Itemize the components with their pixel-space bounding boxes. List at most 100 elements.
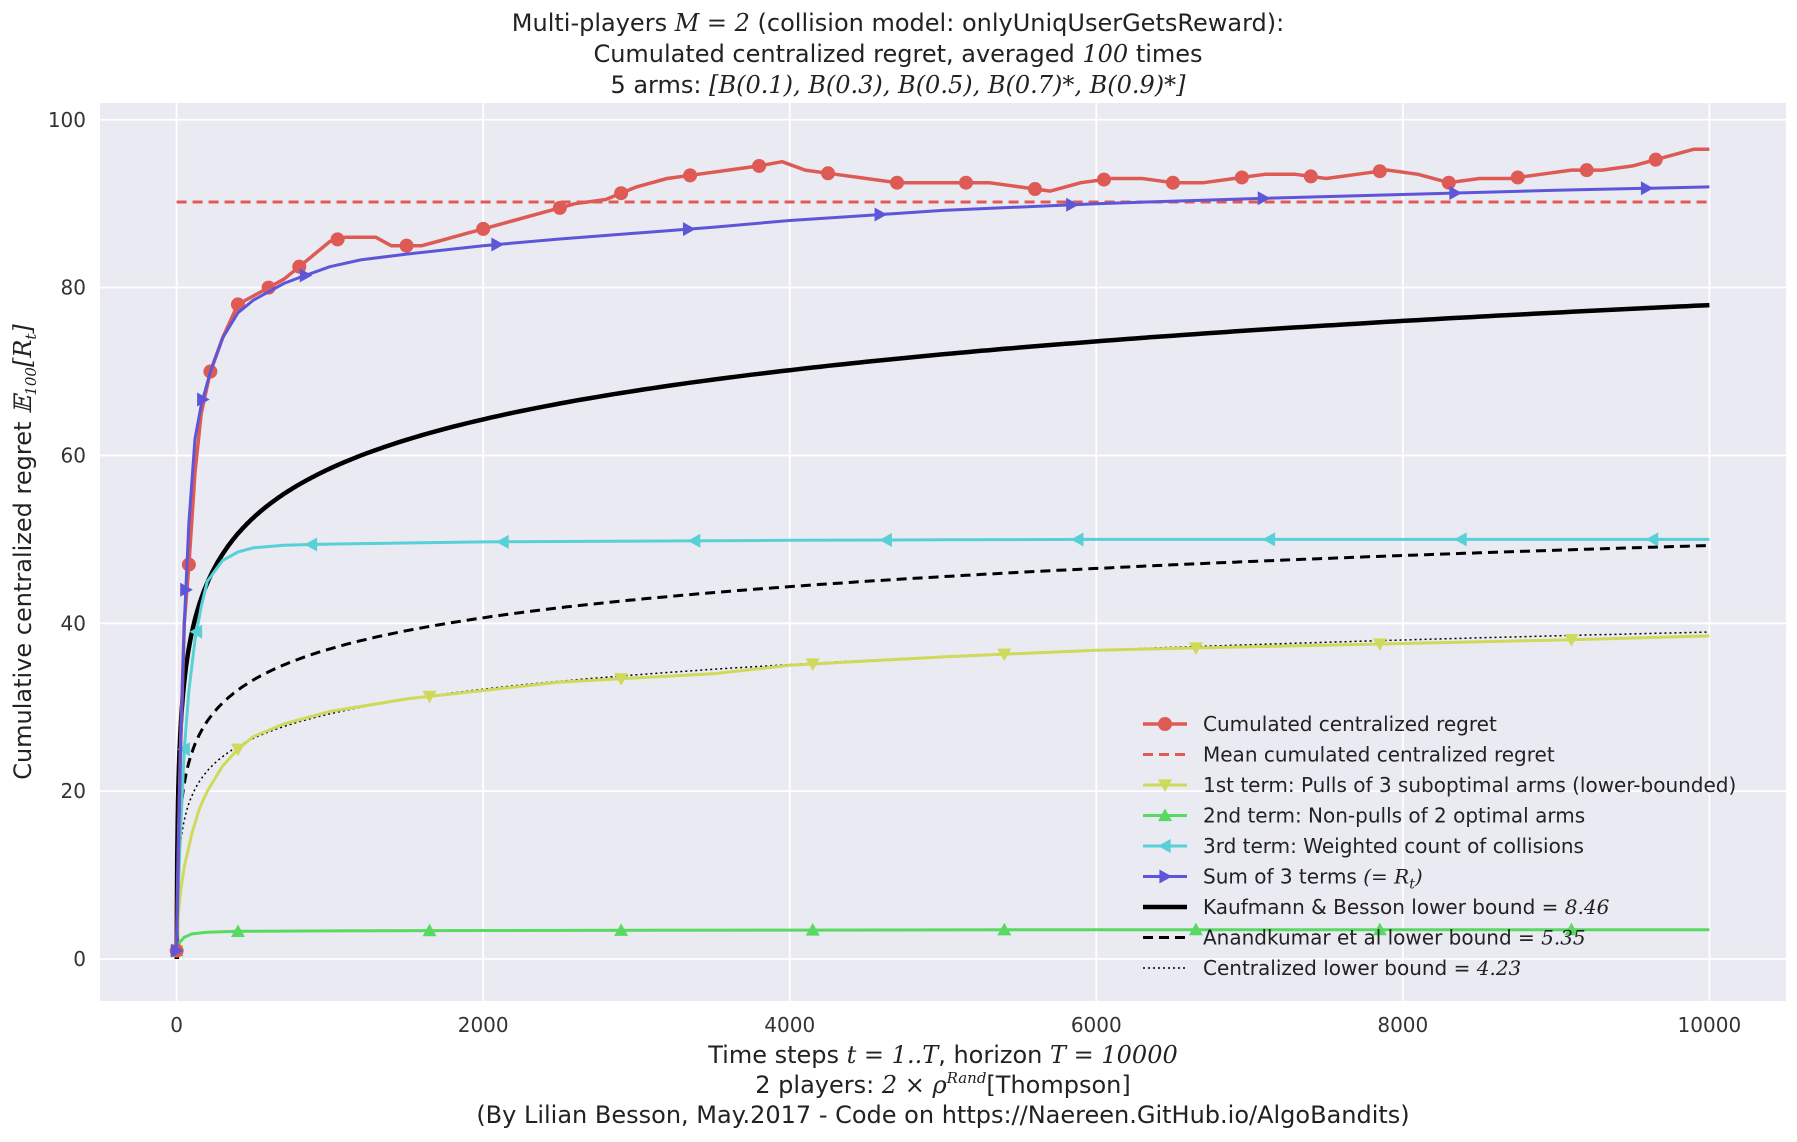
x-tick-label: 4000 (764, 1013, 815, 1037)
y-axis-label-part: [R (9, 340, 37, 367)
legend-swatch-marker (1158, 839, 1171, 853)
series-1 (169, 147, 1710, 958)
legend-item-9: Centralized lower bound = 4.23 (1143, 956, 1521, 980)
series-8-line (175, 544, 1710, 960)
series-3-marker (997, 648, 1012, 662)
series-4-marker (805, 923, 820, 936)
legend-label-part: Kaufmann & Besson lower bound = (1203, 895, 1565, 919)
chart-title: Multi-players M = 2 (collision model: on… (512, 9, 1284, 99)
series-5-marker (189, 624, 203, 639)
title-line: Multi-players M = 2 (collision model: on… (512, 9, 1284, 37)
series-1-marker (614, 186, 629, 201)
x-axis-label: Time steps t = 1..T, horizon T = 100002 … (476, 1041, 1409, 1129)
series-7-line (174, 302, 1710, 960)
title-line-part: (collision model: onlyUniqUserGetsReward… (750, 9, 1284, 37)
y-axis-label-part: Cumulative centralized regret (9, 414, 37, 780)
series-1-marker (821, 166, 836, 181)
x-axis-label-line: Time steps t = 1..T, horizon T = 10000 (707, 1041, 1178, 1069)
title-line: Cumulated centralized regret, averaged 1… (593, 40, 1202, 68)
legend-item-3: 1st term: Pulls of 3 suboptimal arms (lo… (1143, 773, 1736, 797)
legend: Cumulated centralized regret Mean cumulat… (1143, 712, 1736, 980)
series-4 (169, 922, 1710, 957)
legend-label-part: 8.46 (1565, 895, 1610, 919)
series-1-marker (1303, 169, 1318, 184)
legend-item-8: Anandkumar et al lower bound = 5.35 (1143, 926, 1586, 950)
grid (100, 103, 1786, 1001)
series-6-marker (299, 268, 313, 283)
series-5-marker (496, 534, 509, 549)
series-1-marker (1579, 163, 1594, 178)
series-3-marker (614, 673, 629, 686)
legend-label-part: 5.35 (1541, 926, 1586, 950)
series-1-marker (1510, 170, 1525, 185)
legend-label: Sum of 3 terms (= Rt) (1203, 865, 1423, 893)
x-tick-label: 6000 (1071, 1013, 1122, 1037)
title-line-part: M = 2 (674, 9, 750, 37)
legend-swatch-marker (1159, 869, 1172, 884)
series-6 (171, 181, 1710, 958)
series-1-marker (683, 168, 698, 183)
x-axis-label-part: 2 × ρ (881, 1071, 947, 1099)
legend-swatch-marker (1158, 717, 1172, 731)
y-axis-label-part: 100 (22, 367, 40, 396)
legend-label: Mean cumulated centralized regret (1203, 743, 1555, 767)
legend-label-part: Anandkumar et al lower bound = (1203, 926, 1541, 950)
y-axis-label: Cumulative centralized regret 𝔼100[Rt] (9, 324, 40, 780)
legend-label: Anandkumar et al lower bound = 5.35 (1203, 926, 1586, 950)
series-1-marker (552, 200, 567, 215)
legend-label-part: t (1409, 877, 1415, 893)
y-tick-label: 40 (61, 611, 86, 635)
series-6-marker (171, 943, 184, 958)
series-3-marker (805, 658, 820, 672)
series-1-marker (1441, 175, 1456, 190)
legend-item-5: 3rd term: Weighted count of collisions (1143, 834, 1584, 858)
series-1-marker (958, 175, 973, 190)
series-1-marker (1096, 172, 1111, 187)
series-1-marker (1234, 170, 1249, 185)
series-5-marker (177, 742, 190, 757)
series-6-marker (197, 392, 210, 407)
legend-label-part: ) (1414, 865, 1423, 889)
series-3-line (175, 634, 1710, 951)
legend-label-part: (= R (1363, 865, 1409, 889)
series-1-marker (890, 175, 905, 190)
series-1-marker (1165, 175, 1180, 190)
legend-item-2: Mean cumulated centralized regret (1143, 743, 1555, 767)
y-axis-label-part: ] (9, 324, 37, 335)
y-tick-label: 20 (61, 779, 86, 803)
x-axis-label-line: (By Lilian Besson, May.2017 - Code on ht… (476, 1101, 1409, 1129)
legend-label: Kaufmann & Besson lower bound = 8.46 (1203, 895, 1610, 919)
legend-label: 3rd term: Weighted count of collisions (1203, 834, 1584, 858)
series-5-marker (1645, 532, 1659, 547)
tick-labels: 0 2000 4000 6000 8000 10000 0 20 40 60 80 100 (48, 108, 1741, 1037)
series-5 (175, 532, 1710, 951)
x-axis-label-line-part: (By Lilian Besson, May.2017 - Code on ht… (476, 1101, 1409, 1129)
series-7 (174, 302, 1710, 960)
y-tick-label: 0 (73, 947, 86, 971)
legend-item-4: 2nd term: Non-pulls of 2 optimal arms (1143, 804, 1585, 828)
series-1-marker (1027, 182, 1042, 197)
series-5-marker (687, 533, 701, 548)
y-axis-label-part: t (22, 333, 40, 340)
legend-label: Cumulated centralized regret (1203, 712, 1497, 736)
series-4-marker (997, 922, 1012, 936)
series-5-marker (1070, 532, 1084, 547)
legend-label-part: 4.23 (1476, 956, 1522, 980)
x-axis-label-line-part: , horizon (938, 1041, 1050, 1069)
series-4-marker (1564, 922, 1579, 936)
series-1-marker (752, 158, 767, 173)
series-layer (169, 147, 1710, 960)
series-4-marker (1188, 922, 1203, 936)
title-line-part: [B(0.1), B(0.3), B(0.5), B(0.7)*, B(0.9)… (709, 71, 1186, 99)
x-axis-label-line-part: t = 1..T (847, 1041, 941, 1069)
x-tick-label: 0 (170, 1013, 183, 1037)
legend-swatch-marker (1158, 779, 1172, 792)
series-4-marker (422, 923, 437, 937)
series-6-marker (491, 237, 504, 252)
title-line-part: 100 (1082, 40, 1128, 68)
title-line-part: times (1128, 40, 1202, 68)
series-5-line (175, 537, 1710, 951)
series-5-marker (879, 532, 892, 547)
series-1-marker (476, 221, 491, 236)
